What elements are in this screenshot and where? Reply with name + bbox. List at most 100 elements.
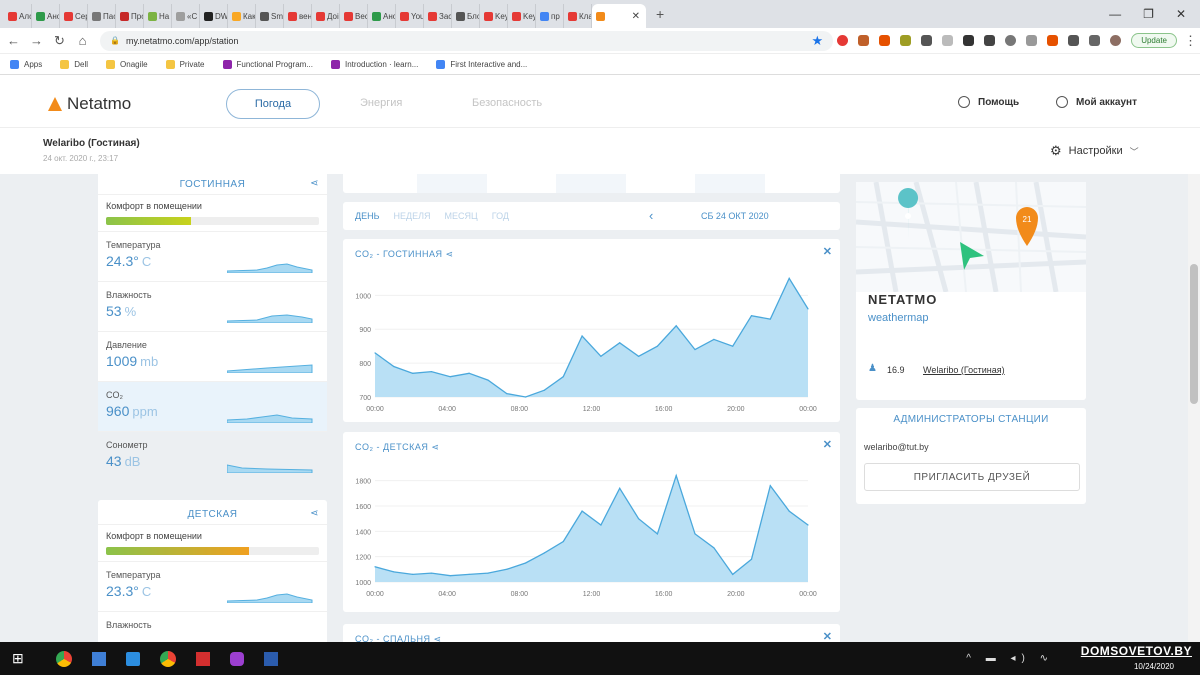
tab-weather[interactable]: Погода (226, 89, 320, 119)
save-taskbar-icon[interactable] (91, 651, 106, 666)
browser-tab[interactable]: Доі (312, 4, 340, 28)
weathermap-sub[interactable]: weathermap (868, 312, 929, 324)
share-icon[interactable]: ⋖ (433, 634, 442, 642)
invite-friends-button[interactable]: ПРИГЛАСИТЬ ДРУЗЕЙ (864, 463, 1080, 491)
menu-list-icon[interactable] (1089, 35, 1101, 46)
station-link[interactable]: Welaribo (Гостиная) (923, 365, 1005, 375)
browser-menu-icon[interactable]: ⋮ (1183, 32, 1197, 48)
browser-tab[interactable]: вен (284, 4, 312, 28)
share-icon[interactable]: ⋖ (310, 178, 319, 189)
vscode-taskbar-icon[interactable] (125, 651, 140, 666)
map-pin-orange-icon[interactable] (1016, 207, 1038, 246)
close-chart-icon[interactable]: ✕ (822, 631, 832, 642)
mini-map[interactable]: 21 (856, 182, 1086, 292)
scrollbar-thumb[interactable] (1190, 264, 1198, 404)
metric-row[interactable]: Влажность (98, 611, 327, 642)
browser-tab[interactable]: пр (536, 4, 564, 28)
bookmark-item[interactable]: Dell (60, 60, 88, 69)
puzzle-icon[interactable] (1068, 35, 1080, 46)
help-link[interactable]: Помощь (958, 96, 1019, 108)
browser-tab[interactable]: Как (228, 4, 256, 28)
browser-tab[interactable]: Пас (88, 4, 116, 28)
new-tab-icon[interactable]: + (656, 6, 665, 22)
home-icon[interactable]: ⌂ (78, 33, 87, 48)
browser-tab[interactable]: Про (116, 4, 144, 28)
chrome-taskbar-icon[interactable] (55, 650, 72, 667)
metric-row[interactable]: CO₂ 960 ppm (98, 381, 327, 431)
ext-icon[interactable] (879, 35, 891, 46)
map-pin-teal-icon[interactable] (898, 188, 919, 240)
period-tab[interactable]: НЕДЕЛЯ (393, 211, 431, 221)
netatmo-logo[interactable]: Netatmo (48, 94, 131, 114)
browser-tab[interactable]: Зас (424, 4, 452, 28)
app-taskbar-icon[interactable] (229, 651, 244, 666)
ext-icon[interactable] (1047, 35, 1059, 46)
share-icon[interactable]: ⋖ (445, 249, 454, 259)
ext-icon[interactable] (858, 35, 870, 46)
browser-tab[interactable]: Key (508, 4, 536, 28)
bookmark-item[interactable]: Apps (10, 60, 42, 69)
bookmark-item[interactable]: Private (165, 60, 205, 69)
metric-row[interactable]: Давление 1009 mb (98, 331, 327, 381)
clock[interactable]: DOMSOVETOV.BY 10/24/2020 (1074, 644, 1192, 674)
station-name[interactable]: Welaribo (Гостиная) (43, 138, 140, 149)
minimize-icon[interactable]: — (1109, 7, 1122, 21)
close-chart-icon[interactable]: ✕ (822, 439, 832, 451)
browser-tab[interactable]: Ано (32, 4, 60, 28)
period-tab[interactable]: ГОД (491, 211, 509, 221)
close-window-icon[interactable]: ✕ (1175, 7, 1186, 21)
browser-tab[interactable]: На (144, 4, 172, 28)
bookmark-item[interactable]: Onagile (106, 60, 148, 69)
period-tab[interactable]: МЕСЯЦ (444, 211, 478, 221)
browser-tab[interactable]: Вес (340, 4, 368, 28)
tab-energy[interactable]: Энергия (360, 97, 403, 109)
browser-tab[interactable]: Ано (368, 4, 396, 28)
camera-ext-icon[interactable] (963, 35, 975, 46)
bookmark-item[interactable]: Introduction · learn... (330, 60, 418, 69)
settings-menu[interactable]: ⚙ Настройки ﹀ (1050, 143, 1139, 159)
windows-start-icon[interactable]: ⊞ (12, 650, 24, 666)
share-icon[interactable]: ⋖ (431, 442, 440, 452)
period-tab[interactable]: ДЕНЬ (355, 211, 380, 221)
scrollbar[interactable] (1188, 174, 1200, 642)
ext-icon[interactable] (1026, 35, 1038, 46)
browser-tab[interactable]: Бло (452, 4, 480, 28)
close-chart-icon[interactable]: ✕ (822, 246, 832, 258)
browser-tab[interactable]: Ало (4, 4, 32, 28)
ext-icon[interactable] (984, 35, 996, 46)
opera-ext-icon[interactable] (837, 35, 849, 46)
browser-tab[interactable]: DW (200, 4, 228, 28)
metric-row[interactable]: Температура 23.3° C (98, 561, 327, 611)
browser-tab[interactable]: Sm (256, 4, 284, 28)
tray-icons[interactable]: ^ ▬ ◂) ∿ (966, 653, 1054, 664)
metric-row[interactable]: Сонометр 43 dB (98, 431, 327, 481)
reload-icon[interactable]: ↻ (54, 32, 65, 48)
browser-tab[interactable]: You (396, 4, 424, 28)
pen-ext-icon[interactable] (921, 35, 933, 46)
bookmark-item[interactable]: Functional Program... (222, 60, 313, 69)
bookmark-star-icon[interactable]: ★ (811, 32, 824, 48)
browser-tab[interactable]: Кла (564, 4, 592, 28)
metric-row[interactable]: Температура 24.3° C (98, 231, 327, 281)
maximize-icon[interactable]: ❐ (1143, 7, 1154, 21)
profile-avatar[interactable] (1110, 35, 1122, 46)
account-link[interactable]: Мой аккаунт (1056, 96, 1137, 108)
browser-tab[interactable]: Сер (60, 4, 88, 28)
bookmark-item[interactable]: First Interactive and... (436, 60, 527, 69)
word-taskbar-icon[interactable] (263, 651, 278, 666)
pdf-taskbar-icon[interactable] (195, 651, 210, 666)
chrome-taskbar-icon[interactable] (159, 650, 176, 667)
back-icon[interactable]: ← (7, 33, 20, 48)
update-button[interactable]: Update (1131, 33, 1177, 48)
close-tab-icon[interactable]: ✕ (631, 10, 640, 22)
share-icon[interactable]: ⋖ (310, 508, 319, 519)
ext-icon[interactable] (900, 35, 912, 46)
tab-active[interactable]: ✕ (592, 4, 646, 28)
metric-row[interactable]: Влажность 53% (98, 281, 327, 331)
tab-security[interactable]: Безопасность (472, 97, 543, 109)
ext-icon[interactable] (1005, 35, 1017, 46)
browser-tab[interactable]: «С (172, 4, 200, 28)
chevron-left-icon[interactable]: ‹ (649, 208, 654, 223)
address-bar[interactable]: 🔒 my.netatmo.com/app/station ★ (100, 30, 834, 51)
forward-icon[interactable]: → (30, 33, 43, 48)
